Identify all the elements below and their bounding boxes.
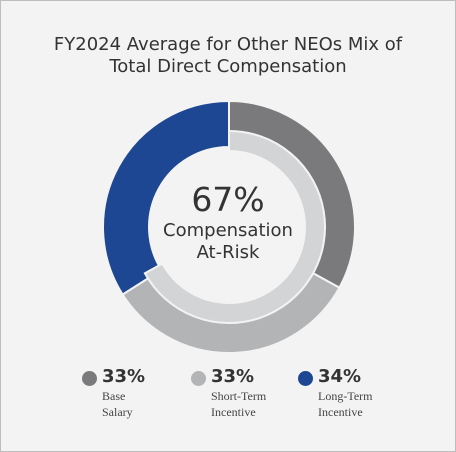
legend-swatch-short-term [191, 371, 206, 386]
legend-swatch-long-term [298, 371, 313, 386]
legend-swatch-base-salary [82, 371, 97, 386]
legend-label-line-1: Long-Term [318, 389, 373, 403]
legend-label-short-term: Short-Term Incentive [211, 388, 266, 420]
legend-label-line-2: Salary [102, 405, 133, 419]
legend-pct-long-term: 34% [318, 366, 362, 387]
legend-label-long-term: Long-Term Incentive [318, 388, 372, 420]
legend-label-line-1: Base [102, 389, 126, 403]
center-label: 67% Compensation At-Risk [128, 180, 328, 264]
donut-center-hole [153, 151, 305, 303]
chart-title-line-2: Total Direct Compensation [109, 56, 347, 77]
center-label-line-1: Compensation [163, 220, 293, 241]
legend-pct-base-salary: 33% [102, 366, 146, 387]
legend-pct-short-term: 33% [211, 366, 255, 387]
chart-title: FY2024 Average for Other NEOs Mix of Tot… [0, 34, 456, 78]
legend-label-line-2: Incentive [211, 405, 256, 419]
center-percentage: 67% [191, 180, 265, 219]
center-label-line-2: At-Risk [196, 242, 260, 263]
legend-label-base-salary: Base Salary [102, 388, 133, 420]
chart-title-line-1: FY2024 Average for Other NEOs Mix of [53, 34, 403, 55]
legend-label-line-1: Short-Term [211, 389, 267, 403]
legend-label-line-2: Incentive [318, 405, 363, 419]
donut-slice-long-term [102, 99, 230, 296]
